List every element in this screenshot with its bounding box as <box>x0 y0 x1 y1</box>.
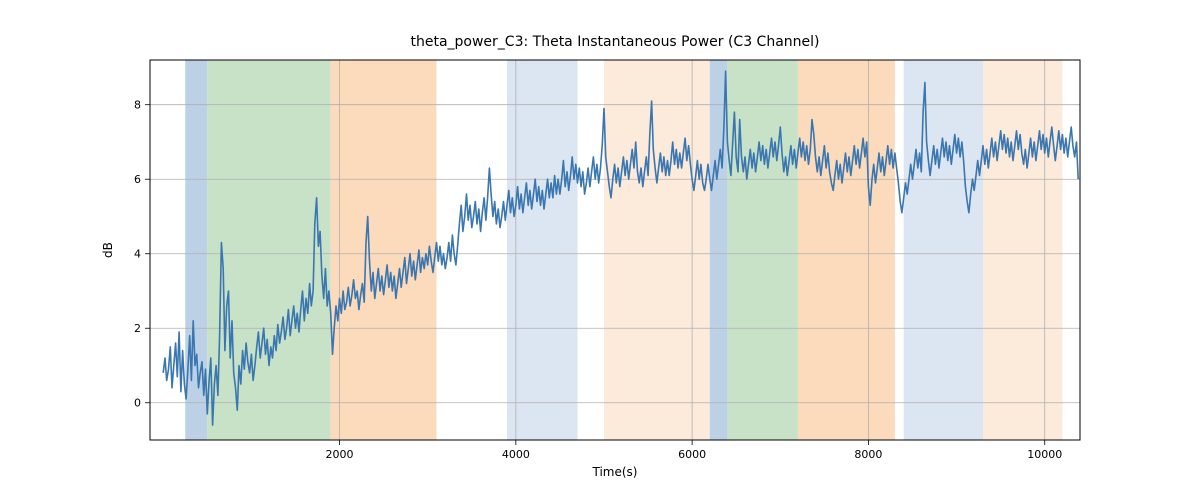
band <box>727 60 798 440</box>
band <box>578 60 604 440</box>
xtick-label: 8000 <box>854 448 882 461</box>
x-axis-label: Time(s) <box>592 465 638 479</box>
y-axis-label: dB <box>101 242 115 258</box>
shaded-bands <box>185 60 1062 440</box>
xtick-label: 4000 <box>502 448 530 461</box>
chart-container: 2000 4000 6000 8000 10000 0 2 4 6 8 theta_power_C3… <box>0 0 1200 500</box>
band <box>798 60 895 440</box>
ytick-label: 8 <box>134 99 141 112</box>
theta-power-chart: 2000 4000 6000 8000 10000 0 2 4 6 8 theta_power_C3… <box>0 0 1200 500</box>
band <box>207 60 330 440</box>
ytick-label: 2 <box>134 322 141 335</box>
xtick-label: 2000 <box>326 448 354 461</box>
band <box>507 60 578 440</box>
band <box>983 60 1062 440</box>
ytick-label: 0 <box>134 397 141 410</box>
band <box>604 60 710 440</box>
chart-title: theta_power_C3: Theta Instantaneous Powe… <box>410 34 819 50</box>
band <box>331 60 437 440</box>
band <box>904 60 983 440</box>
xtick-label: 6000 <box>678 448 706 461</box>
ytick-label: 4 <box>134 248 141 261</box>
ytick-label: 6 <box>134 173 141 186</box>
xtick-label: 10000 <box>1027 448 1062 461</box>
